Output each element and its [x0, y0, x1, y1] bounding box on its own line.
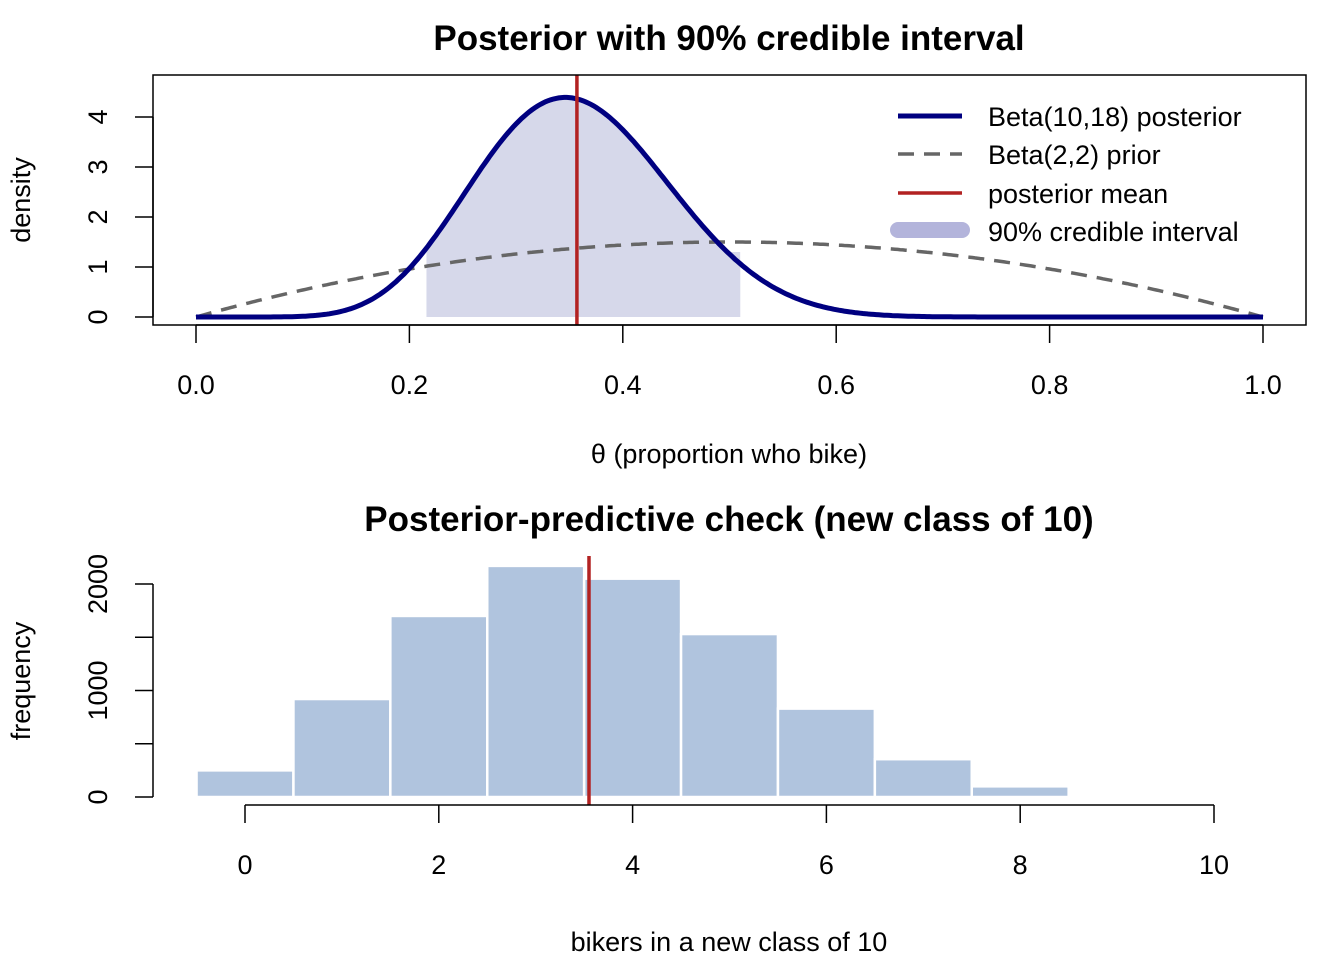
x-tick-label: 1.0	[1244, 370, 1282, 400]
histogram-bar	[582, 577, 683, 799]
y-axis: 0 1 2 3 4	[83, 109, 154, 325]
y-tick-label: 3	[83, 159, 113, 174]
x-tick-label: 4	[625, 850, 640, 880]
y-tick-label: 2000	[83, 554, 113, 614]
posterior-curve	[196, 94, 1263, 320]
credible-interval-area	[426, 97, 741, 318]
y-axis: 0 1000 2000	[83, 554, 154, 805]
histogram-bar	[389, 614, 489, 799]
y-tick-label: 0	[83, 309, 113, 324]
x-axis-label: θ (proportion who bike)	[591, 439, 867, 469]
x-tick-label: 0.4	[604, 370, 642, 400]
histogram-bar	[873, 757, 973, 799]
y-tick-label: 1	[83, 259, 113, 274]
legend-label-posterior: Beta(10,18) posterior	[988, 102, 1242, 132]
x-tick-label: 0.0	[177, 370, 215, 400]
x-tick-label: 0.8	[1031, 370, 1069, 400]
x-axis: 0 2 4 6 8 10	[237, 804, 1229, 880]
histogram-bar	[292, 697, 392, 799]
histogram-bar	[486, 564, 586, 799]
chart-title: Posterior-predictive check (new class of…	[364, 500, 1093, 539]
x-tick-label: 8	[1013, 850, 1028, 880]
x-axis-label: bikers in a new class of 10	[571, 927, 888, 957]
x-tick-label: 6	[819, 850, 834, 880]
x-tick-label: 0	[237, 850, 252, 880]
legend-label-prior: Beta(2,2) prior	[988, 140, 1161, 170]
prior-curve	[195, 240, 1264, 319]
histogram-bars	[195, 564, 1070, 799]
legend-label-mean: posterior mean	[988, 179, 1168, 209]
histogram-bar	[195, 769, 295, 799]
legend: Beta(10,18) posterior Beta(2,2) prior po…	[890, 102, 1242, 247]
y-axis-label: density	[6, 157, 36, 243]
y-tick-label: 1000	[83, 660, 113, 720]
y-tick-label: 2	[83, 209, 113, 224]
x-tick-label: 0.6	[817, 370, 855, 400]
x-tick-label: 10	[1199, 850, 1229, 880]
legend-label-credible-interval: 90% credible interval	[988, 217, 1239, 247]
chart-title: Posterior with 90% credible interval	[433, 19, 1024, 58]
x-tick-label: 0.2	[391, 370, 429, 400]
histogram-bar	[679, 632, 780, 799]
y-tick-label: 0	[83, 789, 113, 804]
histogram-bar	[970, 785, 1070, 799]
x-tick-label: 2	[431, 850, 446, 880]
posterior-predictive-panel: Posterior-predictive check (new class of…	[6, 500, 1229, 957]
y-tick-label: 4	[83, 109, 113, 124]
posterior-density-panel: Posterior with 90% credible interval 0 1 2…	[6, 19, 1307, 469]
histogram-bar	[776, 707, 877, 799]
x-axis: 0.0 0.2 0.4 0.6 0.8 1.0	[177, 324, 1282, 400]
y-axis-label: frequency	[6, 621, 36, 740]
